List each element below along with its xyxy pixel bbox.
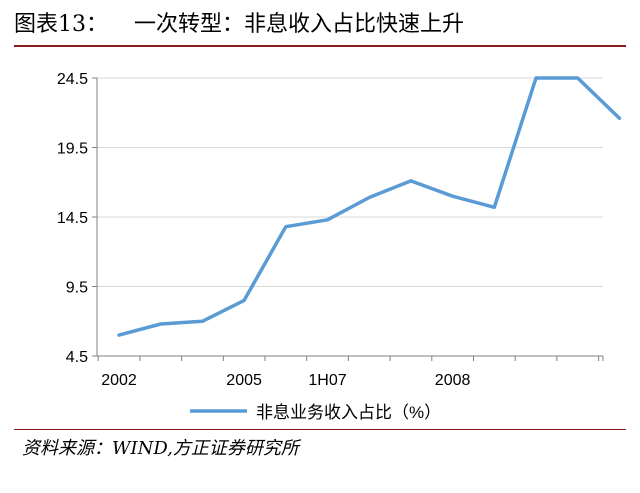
y-tick-label: 9.5	[66, 280, 88, 297]
line-chart: 4.5 9.5 14.5 19.5 24.5 2002 2005 1H07 2008 非息业务收…	[57, 71, 622, 422]
figure-title-text: 一次转型：非息收入占比快速上升	[134, 12, 465, 37]
source-note: 资料来源：WIND,方正证券研究所	[22, 438, 299, 459]
data-point	[617, 116, 621, 120]
data-point	[117, 333, 121, 337]
series-layer	[117, 76, 622, 337]
data-point	[200, 319, 204, 323]
grid-lines	[97, 77, 603, 287]
source-divider	[14, 429, 626, 430]
x-tick-label: 2002	[101, 372, 137, 389]
y-tick-label: 19.5	[57, 141, 88, 158]
y-tick-label: 14.5	[57, 210, 88, 227]
axes: 4.5 9.5 14.5 19.5 24.5 2002 2005 1H07 2008	[57, 71, 604, 389]
legend: 非息业务收入占比（%）	[190, 403, 441, 422]
legend-label: 非息业务收入占比（%）	[256, 403, 441, 422]
x-tick-label: 1H07	[308, 372, 346, 389]
series-line	[117, 76, 622, 337]
data-point	[242, 298, 246, 302]
figure-label: 图表13：	[14, 12, 108, 37]
x-tick-label: 2008	[435, 372, 471, 389]
data-point	[451, 194, 455, 198]
x-tick-label: 2005	[226, 372, 262, 389]
y-tick-label: 24.5	[57, 71, 88, 88]
data-point	[534, 76, 538, 80]
figure-title: 图表13： 一次转型：非息收入占比快速上升	[14, 8, 626, 42]
data-point	[367, 196, 371, 200]
title-divider	[14, 45, 626, 47]
y-tick-label: 4.5	[66, 349, 88, 366]
data-point	[284, 225, 288, 229]
data-point	[409, 179, 413, 183]
data-point	[326, 218, 329, 222]
data-point	[492, 205, 496, 209]
data-point	[159, 322, 163, 326]
data-point	[576, 76, 580, 80]
